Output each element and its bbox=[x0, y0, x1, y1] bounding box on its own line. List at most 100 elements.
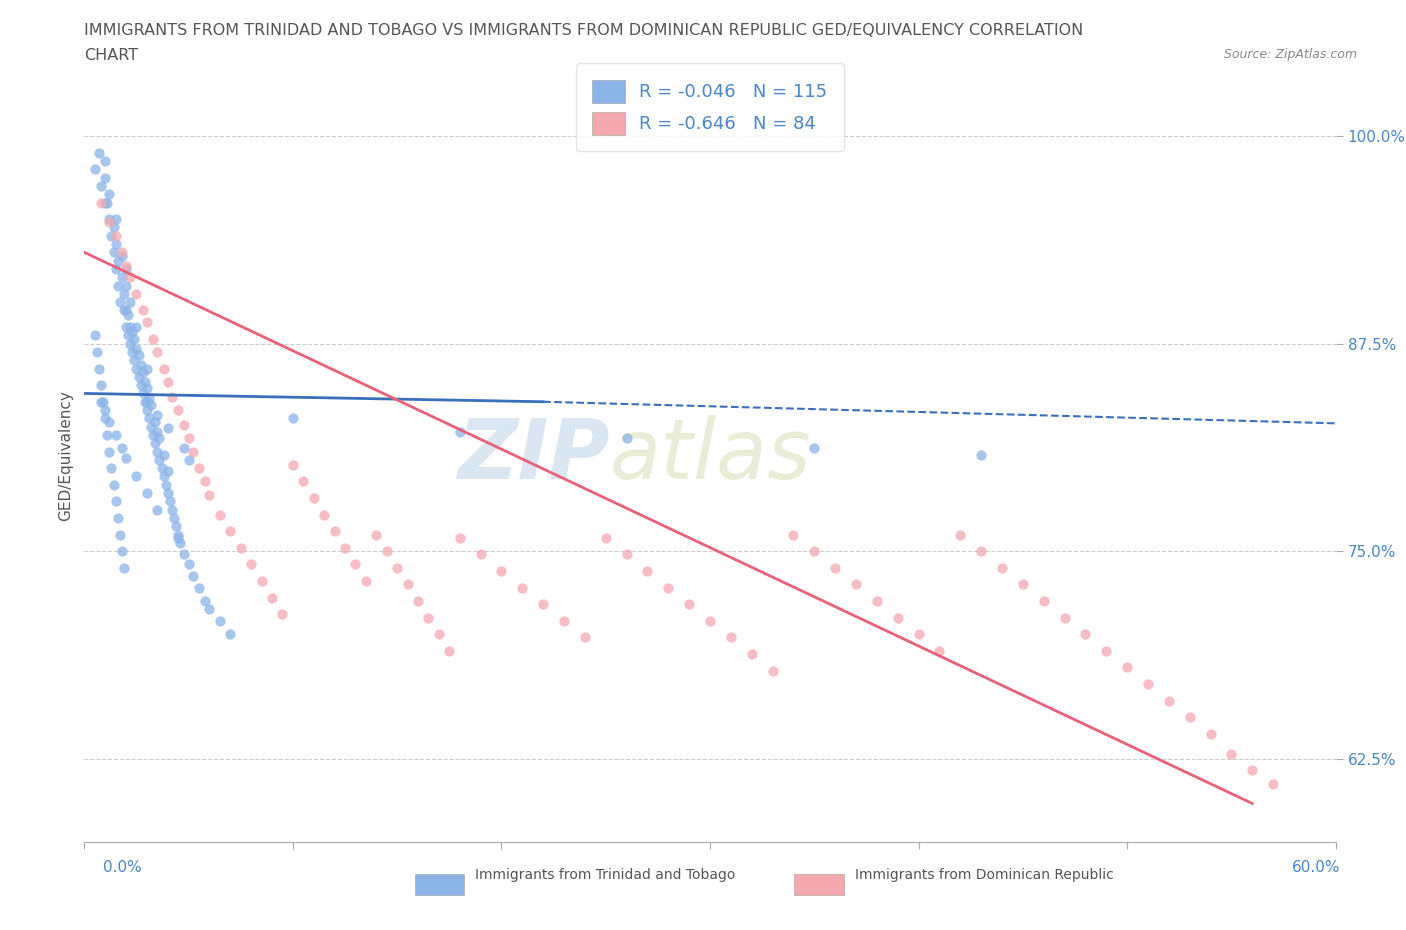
Point bbox=[115, 261, 138, 276]
Point bbox=[121, 325, 143, 339]
Point bbox=[139, 398, 162, 413]
Legend: R = -0.046   N = 115, R = -0.646   N = 84: R = -0.046 N = 115, R = -0.646 N = 84 bbox=[576, 63, 844, 152]
Point bbox=[198, 487, 221, 502]
Point bbox=[146, 424, 169, 439]
Point bbox=[439, 644, 461, 658]
Point bbox=[115, 259, 138, 273]
Point bbox=[94, 153, 117, 168]
Point bbox=[181, 568, 204, 583]
Point bbox=[115, 320, 138, 335]
Point bbox=[112, 286, 135, 301]
Point bbox=[1263, 777, 1285, 791]
Point bbox=[1157, 693, 1180, 708]
Point bbox=[449, 424, 471, 439]
Point bbox=[111, 270, 134, 285]
Point bbox=[406, 593, 429, 608]
Point bbox=[574, 630, 596, 644]
Point bbox=[741, 646, 763, 661]
Point bbox=[98, 414, 121, 429]
Point bbox=[125, 361, 148, 376]
Point bbox=[845, 577, 868, 591]
Point bbox=[970, 544, 993, 559]
Point bbox=[120, 295, 142, 310]
Y-axis label: GED/Equivalency: GED/Equivalency bbox=[58, 391, 73, 521]
Point bbox=[125, 341, 148, 356]
Point bbox=[678, 597, 700, 612]
Point bbox=[188, 460, 211, 475]
Point bbox=[354, 574, 377, 589]
Point bbox=[281, 458, 304, 472]
Point bbox=[111, 248, 134, 263]
Point bbox=[120, 320, 142, 335]
Point bbox=[152, 469, 174, 484]
Point bbox=[98, 187, 121, 202]
Point bbox=[150, 460, 173, 475]
Point bbox=[229, 540, 252, 555]
Point bbox=[803, 441, 825, 456]
Text: ZIP: ZIP bbox=[457, 415, 610, 497]
Point bbox=[159, 494, 181, 509]
Point bbox=[302, 491, 325, 506]
Point bbox=[155, 477, 177, 492]
Point bbox=[104, 212, 127, 227]
Point bbox=[111, 441, 134, 456]
Point bbox=[107, 278, 129, 293]
Point bbox=[90, 179, 112, 193]
Point bbox=[108, 527, 131, 542]
Point bbox=[136, 485, 159, 500]
Point bbox=[449, 530, 471, 545]
Point bbox=[125, 320, 148, 335]
Point bbox=[156, 464, 179, 479]
Point bbox=[181, 445, 204, 459]
Point bbox=[104, 236, 127, 251]
Point bbox=[1199, 726, 1222, 741]
Point bbox=[333, 540, 356, 555]
Point bbox=[103, 245, 125, 259]
Point bbox=[470, 547, 492, 562]
Point bbox=[103, 477, 125, 492]
Point bbox=[1074, 627, 1097, 642]
Point bbox=[128, 348, 150, 363]
Point bbox=[173, 547, 195, 562]
Point bbox=[156, 421, 179, 436]
Point bbox=[136, 381, 159, 396]
Point bbox=[112, 560, 135, 575]
Text: Immigrants from Dominican Republic: Immigrants from Dominican Republic bbox=[855, 868, 1114, 883]
Point bbox=[1178, 710, 1201, 724]
Point bbox=[132, 303, 155, 318]
Point bbox=[98, 212, 121, 227]
Point bbox=[100, 228, 122, 243]
Point bbox=[146, 344, 169, 359]
Point bbox=[292, 474, 315, 489]
Point bbox=[165, 519, 187, 534]
Point bbox=[1032, 593, 1054, 608]
Point bbox=[124, 331, 146, 346]
Point bbox=[887, 610, 910, 625]
Point bbox=[637, 564, 659, 578]
Point bbox=[160, 390, 183, 405]
Point bbox=[782, 527, 804, 542]
Point bbox=[100, 460, 122, 475]
Point bbox=[108, 295, 131, 310]
Point bbox=[146, 407, 169, 422]
Text: Source: ZipAtlas.com: Source: ZipAtlas.com bbox=[1223, 48, 1357, 61]
Point bbox=[616, 431, 638, 445]
Point bbox=[907, 627, 929, 642]
Point bbox=[866, 593, 889, 608]
Point bbox=[104, 494, 127, 509]
Point bbox=[115, 451, 138, 466]
Point bbox=[418, 610, 440, 625]
Point bbox=[104, 428, 127, 443]
Point bbox=[512, 580, 534, 595]
Point bbox=[107, 253, 129, 268]
Point bbox=[970, 447, 993, 462]
Point bbox=[188, 580, 211, 595]
Point bbox=[86, 344, 108, 359]
Point bbox=[111, 544, 134, 559]
Point bbox=[83, 328, 105, 343]
Point bbox=[824, 560, 846, 575]
Point bbox=[96, 428, 118, 443]
Point bbox=[553, 614, 575, 629]
Point bbox=[148, 452, 170, 467]
Point bbox=[657, 580, 679, 595]
